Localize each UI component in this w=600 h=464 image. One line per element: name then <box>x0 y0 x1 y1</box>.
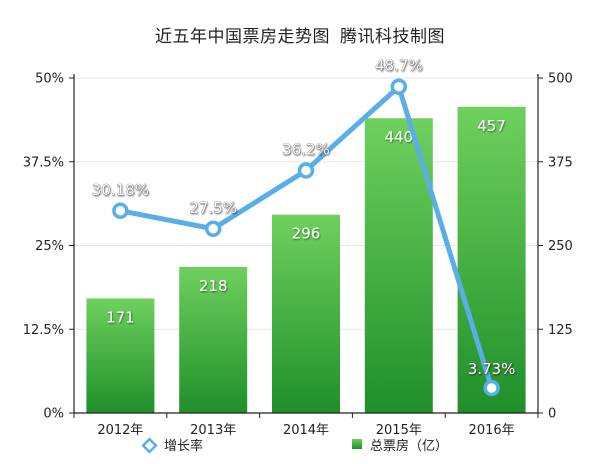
y-right-tick-label: 375 <box>548 155 573 170</box>
y-left-tick-label: 12.5% <box>23 323 64 338</box>
y-left-tick-label: 50% <box>35 72 64 87</box>
legend-growth-label: 增长率 <box>164 438 203 454</box>
chart-title: 近五年中国票房走势图 腾讯科技制图 <box>0 22 600 47</box>
growth-point <box>390 78 408 95</box>
bar-value-label: 440 <box>384 128 413 146</box>
y-left-tick-label: 0% <box>43 407 64 422</box>
growth-value-label: 27.5% <box>189 199 237 217</box>
legend-growth-marker <box>141 437 158 454</box>
growth-value-label: 48.7% <box>375 57 423 75</box>
growth-value-label: 36.2% <box>282 140 330 158</box>
bar-value-label: 171 <box>106 308 135 326</box>
y-right-tick-label: 0 <box>548 407 556 422</box>
bar-value-label: 218 <box>199 277 228 295</box>
bar-value-label: 296 <box>292 225 321 243</box>
y-right-tick-label: 250 <box>548 239 573 254</box>
x-tick-label: 2012年 <box>97 423 143 438</box>
growth-point <box>297 162 315 179</box>
y-right-tick-label: 125 <box>548 323 573 338</box>
x-tick-label: 2013年 <box>190 423 236 438</box>
chart-title-source: 腾讯科技制图 <box>340 27 445 47</box>
growth-point <box>483 379 500 397</box>
chart-title-main: 近五年中国票房走势图 <box>155 27 330 47</box>
x-tick-label: 2015年 <box>376 423 422 438</box>
legend-box-office-swatch <box>352 439 362 449</box>
bar <box>179 266 248 413</box>
legend-box-office-label: 总票房（亿） <box>370 438 448 454</box>
x-tick-label: 2016年 <box>469 423 515 438</box>
bar-value-label: 457 <box>477 117 506 135</box>
growth-value-label: 3.73% <box>468 360 516 378</box>
y-left-tick-label: 25% <box>35 239 64 254</box>
y-right-tick-label: 500 <box>548 72 573 87</box>
y-left-tick-label: 37.5% <box>23 155 64 170</box>
x-tick-label: 2014年 <box>283 423 329 438</box>
bar <box>86 298 155 413</box>
growth-point <box>112 202 129 220</box>
growth-value-label: 30.18% <box>92 181 149 199</box>
bar <box>457 106 526 413</box>
bar <box>272 214 340 413</box>
growth-point <box>204 220 222 237</box>
